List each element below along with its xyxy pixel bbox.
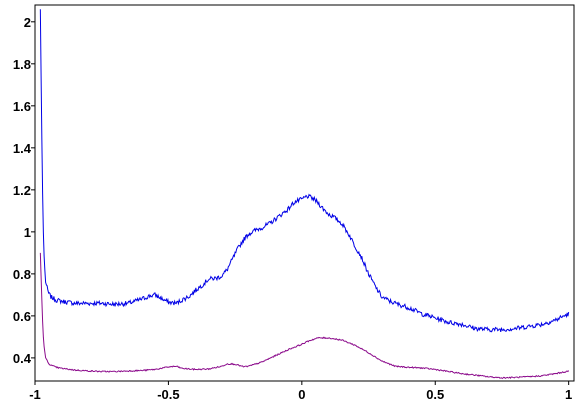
y-axis-ticks: 0.4 0.6 0.8 1 1.2 1.4 1.6 1.8 2 [13,15,35,366]
plot-frame [34,4,575,382]
y-tick-label: 1.8 [13,57,31,72]
series-line-2 [39,252,570,380]
x-tick-label: -1 [29,387,41,402]
series-layer [39,9,570,380]
x-tick-label: -0.5 [157,387,179,402]
y-tick-label: 1.2 [13,183,31,198]
y-tick-label: 0.8 [13,267,31,282]
series-line-1 [39,9,570,333]
y-tick-label: 1.6 [13,99,31,114]
y-tick-label: 2 [24,15,31,30]
x-tick-label: 0 [298,387,305,402]
x-axis-ticks: -1 -0.5 0 0.5 1 [29,381,572,402]
x-tick-label: 1 [565,387,572,402]
y-tick-label: 0.6 [13,309,31,324]
x-tick-label: 0.5 [426,387,444,402]
y-tick-label: 0.4 [13,351,32,366]
y-tick-label: 1.4 [13,141,32,156]
y-tick-label: 1 [24,225,31,240]
